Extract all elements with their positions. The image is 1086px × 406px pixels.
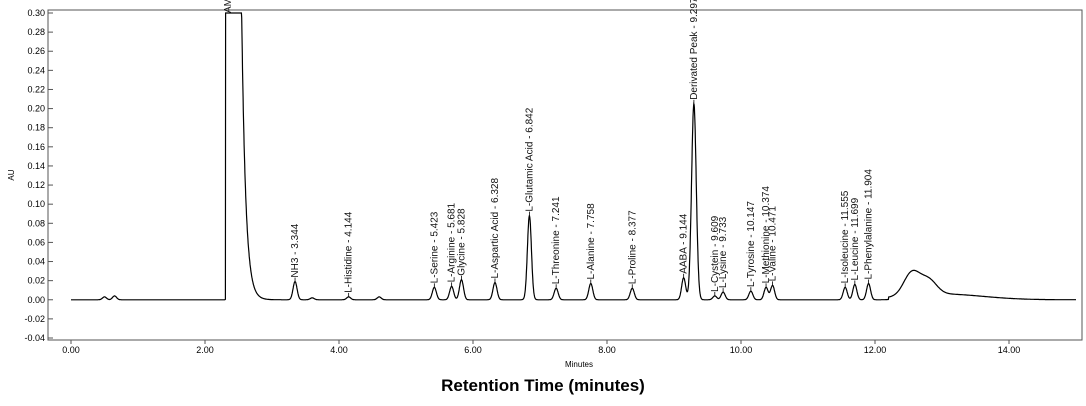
- peak-label: NH3 - 3.344: [290, 223, 301, 277]
- x-tick-label: 8.00: [598, 345, 616, 355]
- x-tick-label: 0.00: [62, 345, 80, 355]
- y-tick-label: 0.30: [27, 8, 45, 18]
- y-tick-label: 0.22: [27, 84, 45, 94]
- y-tick-label: -0.02: [24, 314, 45, 324]
- peak-label: L-Alanine - 7.758: [586, 203, 597, 280]
- y-tick-label: 0.06: [27, 237, 45, 247]
- x-tick-label: 10.00: [730, 345, 753, 355]
- y-tick-label: 0.02: [27, 276, 45, 286]
- y-tick-label: 0.16: [27, 142, 45, 152]
- peak-label: L-Cystein - 9.609: [710, 215, 721, 292]
- y-tick-label: 0.12: [27, 180, 45, 190]
- peak-label: L-Leucine - 11.699: [850, 197, 861, 280]
- y-tick-label: 0.20: [27, 104, 45, 114]
- y-axis-title: AU: [7, 169, 16, 180]
- peak-label: AABA - 9.144: [679, 213, 690, 273]
- x-axis-title: Minutes: [565, 360, 593, 369]
- peak-label: Glycine - 5.828: [456, 208, 467, 276]
- y-tick-label: 0.24: [27, 65, 45, 75]
- peak-label: L-Valine - 10.471: [768, 206, 779, 282]
- peak-labels: AMQ - 2.347 NH3 - 3.344 L-Histidine - 4.14…: [223, 0, 875, 297]
- peak-label: L-Phenylalanine - 11.904: [864, 169, 875, 280]
- x-tick-label: 4.00: [330, 345, 348, 355]
- plot-frame: [47, 9, 1083, 341]
- y-tick-label: 0.10: [27, 199, 45, 209]
- y-tick-label: 0.18: [27, 123, 45, 133]
- x-tick-label: 12.00: [864, 345, 887, 355]
- y-tick-label: -0.04: [24, 333, 45, 343]
- x-tick-label: 14.00: [998, 345, 1021, 355]
- peak-label: L-Aspartic Acid - 6.328: [490, 178, 501, 279]
- peak-label: L-Proline - 8.377: [627, 210, 638, 284]
- y-tick-label: 0.08: [27, 218, 45, 228]
- y-tick-label: 0.28: [27, 27, 45, 37]
- peak-label: L-Lysine - 9.733: [718, 216, 729, 288]
- y-tick-label: 0.04: [27, 257, 45, 267]
- x-tick-label: 2.00: [196, 345, 214, 355]
- peak-label: L-Methionine - 10.374: [761, 186, 772, 284]
- y-axis-ticks: -0.04 -0.02 0.00 0.02 0.04 0.06 0.08 0.10 0.12 0.…: [24, 8, 53, 343]
- y-tick-label: 0.14: [27, 161, 45, 171]
- peak-label: L-Arginine - 5.681: [447, 202, 458, 282]
- peak-label: L-Serine - 5.423: [429, 211, 440, 283]
- peak-label: Derivated Peak - 9.297: [689, 0, 700, 100]
- chromatogram-trace: [71, 12, 1076, 301]
- peak-label: L-Glutamic Acid - 6.842: [524, 107, 535, 211]
- peak-label: AMQ - 2.347: [223, 0, 234, 13]
- chromatogram-chart: -0.04 -0.02 0.00 0.02 0.04 0.06 0.08 0.10 0.12 0.…: [7, 0, 1083, 369]
- x-tick-label: 6.00: [464, 345, 482, 355]
- y-tick-label: 0.00: [27, 295, 45, 305]
- x-axis-ticks: 0.00 2.00 4.00 6.00 8.00 10.00 12.00 14.00: [62, 340, 1020, 355]
- peak-label: L-Histidine - 4.144: [344, 211, 355, 293]
- peak-label: L-Tyrosine - 10.147: [746, 201, 757, 288]
- peak-label: L-Isoleucine - 11.555: [840, 190, 851, 283]
- figure-caption: Retention Time (minutes): [441, 376, 645, 395]
- peak-label: L-Threonine - 7.241: [551, 196, 562, 284]
- y-tick-label: 0.26: [27, 46, 45, 56]
